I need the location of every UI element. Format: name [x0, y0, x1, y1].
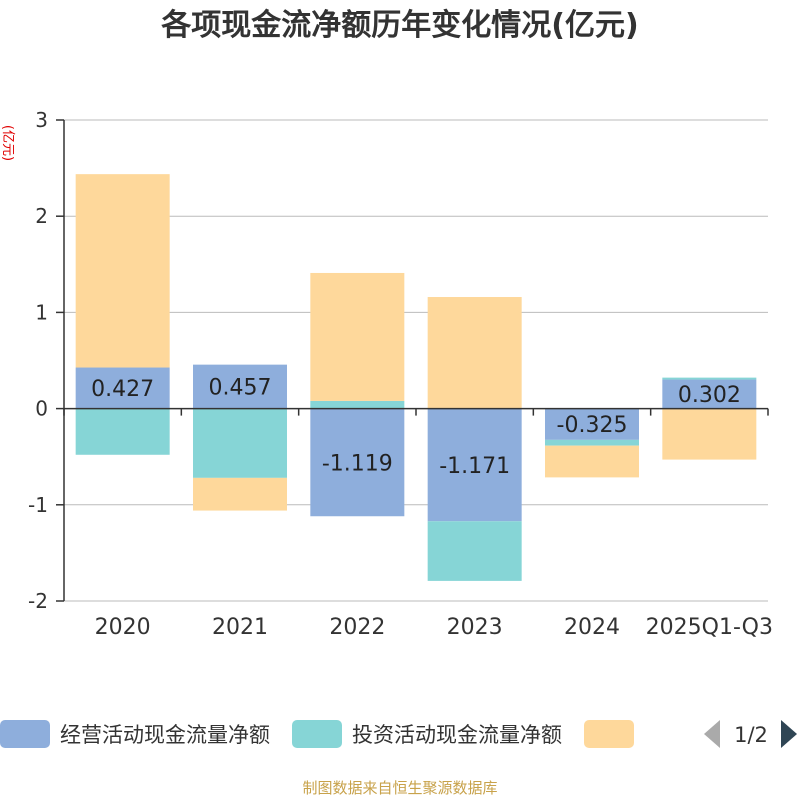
- bar-data-label: 0.427: [91, 377, 154, 402]
- bar-segment-series-2[interactable]: [545, 439, 639, 446]
- y-axis-label: (亿元): [0, 125, 15, 161]
- y-tick-label: 2: [35, 204, 48, 228]
- bar-segment-series-2[interactable]: [310, 400, 405, 409]
- legend-prev-arrow-icon[interactable]: [704, 720, 720, 748]
- legend-label[interactable]: 经营活动现金流量净额: [60, 723, 270, 747]
- bar-segment-series-3[interactable]: [545, 445, 639, 478]
- bar-segment-series-2[interactable]: [75, 408, 170, 455]
- x-tick-label: 2024: [564, 615, 620, 640]
- chart-title: 各项现金流净额历年变化情况(亿元): [161, 8, 639, 43]
- legend-next-arrow-icon[interactable]: [781, 720, 797, 748]
- bar-segment-series-1[interactable]: [75, 367, 170, 409]
- bar-data-label: -0.325: [557, 413, 628, 438]
- bar-segment-series-3[interactable]: [193, 477, 287, 511]
- bar-segment-series-3[interactable]: [310, 272, 405, 401]
- legend-swatch[interactable]: [292, 720, 342, 748]
- legend-page-indicator: 1/2: [734, 723, 768, 747]
- bar-segment-series-1[interactable]: [662, 379, 757, 409]
- bar-segment-series-1[interactable]: [427, 408, 522, 522]
- y-tick-label: -1: [28, 493, 48, 517]
- bar-segment-series-3[interactable]: [75, 174, 170, 368]
- y-tick-label: 0: [35, 397, 48, 421]
- bar-segment-series-3[interactable]: [662, 408, 757, 460]
- x-tick-label: 2020: [95, 615, 151, 640]
- bar-data-label: 0.457: [209, 376, 272, 401]
- bar-data-label: 0.302: [678, 383, 741, 408]
- bar-segment-series-1[interactable]: [310, 408, 405, 517]
- bar-segment-series-1[interactable]: [193, 364, 287, 409]
- bar-data-label: -1.171: [439, 454, 510, 479]
- legend-swatch[interactable]: [584, 720, 634, 748]
- bar-segment-series-2[interactable]: [427, 521, 522, 581]
- x-tick-label: 2023: [447, 615, 503, 640]
- legend-swatch[interactable]: [0, 720, 50, 748]
- y-tick-label: 1: [35, 300, 48, 324]
- x-tick-label: 2021: [212, 615, 268, 640]
- bar-segment-series-1[interactable]: [545, 408, 639, 440]
- legend-label[interactable]: 投资活动现金流量净额: [352, 723, 562, 747]
- bar-segment-series-2[interactable]: [193, 408, 287, 478]
- bar-data-label: -1.119: [322, 451, 393, 476]
- bar-segment-series-2[interactable]: [662, 377, 757, 380]
- x-tick-label: 2025Q1-Q3: [646, 615, 773, 640]
- data-source-footer: 制图数据来自恒生聚源数据库: [302, 779, 498, 797]
- y-tick-label: 3: [35, 108, 48, 132]
- x-tick-label: 2022: [329, 615, 385, 640]
- bar-segment-series-3[interactable]: [427, 297, 522, 409]
- y-tick-label: -2: [28, 589, 48, 613]
